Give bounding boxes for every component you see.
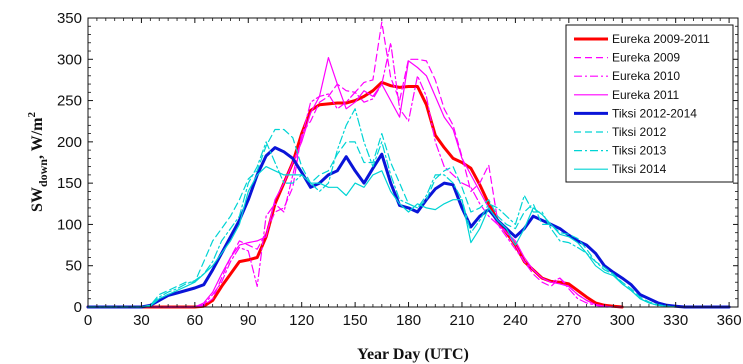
y-tick-label: 250 — [57, 93, 82, 110]
legend-label-2: Eureka 2010 — [612, 69, 680, 83]
x-tick-label: 0 — [84, 312, 92, 329]
y-tick-label: 50 — [65, 258, 82, 275]
series-line-3 — [87, 57, 614, 308]
x-tick-label: 90 — [240, 312, 257, 329]
x-axis: 0 30 60 90 120 150 180 210 240 270 300 330 360 — [84, 18, 742, 329]
x-tick-label: 240 — [503, 312, 528, 329]
y-tick-label: 150 — [57, 175, 82, 192]
x-tick-label: 330 — [663, 312, 688, 329]
series-line-2 — [87, 42, 614, 308]
plot-frame — [87, 17, 739, 308]
y-axis-title: SWdown, W/m2 — [26, 112, 50, 212]
x-tick-label: 180 — [396, 312, 421, 329]
legend-label-7: Tiksi 2014 — [612, 162, 667, 176]
y-tick-label: 100 — [57, 216, 82, 233]
y-tick-label: 300 — [57, 51, 82, 68]
legend: Eureka 2009-2011 Eureka 2009 Eureka 2010 Eu… — [565, 24, 734, 183]
x-tick-label: 270 — [556, 312, 581, 329]
series-line-7 — [87, 166, 677, 308]
legend-label-1: Eureka 2009 — [612, 51, 680, 65]
y-tick-label: 350 — [57, 10, 82, 27]
y-axis-title-subscript: down — [36, 159, 50, 187]
y-axis: 0 50 100 150 200 250 300 350 — [57, 10, 738, 316]
series-line-6 — [87, 108, 677, 308]
x-tick-label: 300 — [610, 312, 635, 329]
y-axis-title-superscript: 2 — [26, 112, 38, 118]
legend-label-6: Tiksi 2013 — [612, 144, 667, 158]
series-line-1 — [87, 21, 623, 308]
series-line-4 — [86, 146, 731, 309]
x-tick-label: 150 — [343, 312, 368, 329]
legend-box — [565, 24, 734, 183]
y-axis-title-main: SW — [29, 187, 46, 212]
legend-label-3: Eureka 2011 — [612, 88, 679, 102]
series-line-5 — [87, 128, 677, 308]
x-axis-title: Year Day (UTC) — [357, 346, 469, 363]
y-tick-label: 0 — [74, 299, 82, 316]
x-tick-label: 60 — [187, 312, 204, 329]
y-axis-title-unit: , W/m — [29, 117, 46, 159]
x-tick-label: 30 — [133, 312, 150, 329]
x-tick-label: 360 — [717, 312, 742, 329]
legend-label-0: Eureka 2009-2011 — [612, 32, 710, 46]
svg-text:SWdown, W/m2: SWdown, W/m2 — [26, 112, 50, 212]
x-tick-label: 120 — [289, 312, 314, 329]
y-tick-label: 200 — [57, 134, 82, 151]
legend-label-4: Tiksi 2012-2014 — [612, 106, 697, 120]
legend-label-5: Tiksi 2012 — [612, 125, 667, 139]
x-tick-label: 210 — [449, 312, 474, 329]
